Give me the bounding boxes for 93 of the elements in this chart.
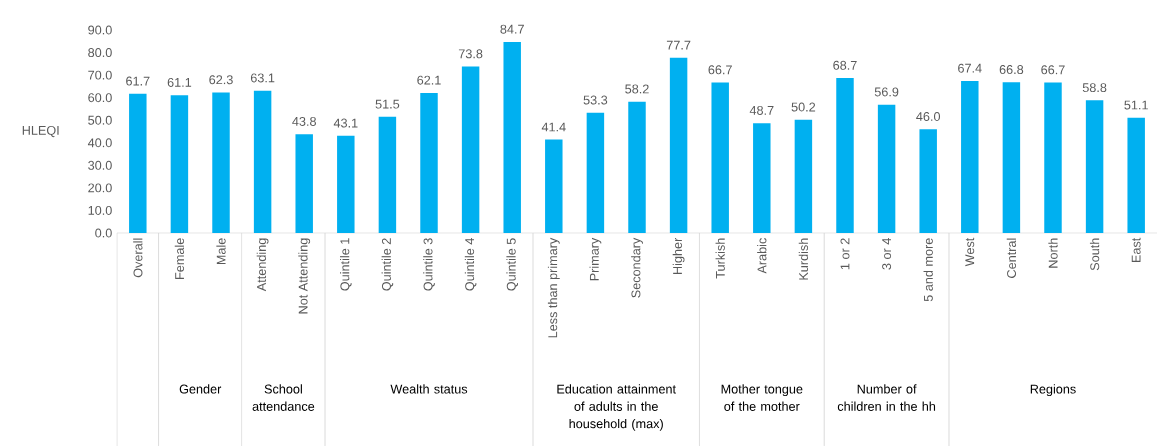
text: Education attainment of adults in the household (max) (557, 384, 676, 431)
y-tick-label: 50.0 (88, 115, 112, 125)
text: School attendance (252, 384, 315, 411)
bar (1044, 82, 1062, 233)
data-label: 58.2 (625, 84, 649, 94)
data-label: 84.7 (500, 24, 524, 34)
x-tick-label: 3 or 4 (882, 238, 892, 270)
x-tick-label: Male (216, 238, 226, 265)
text: Wealth status (390, 384, 468, 394)
data-label: 58.8 (1082, 83, 1107, 93)
bar (753, 123, 771, 233)
y-tick-label: 60.0 (88, 93, 112, 103)
x-tick-label: Central (1006, 238, 1017, 278)
data-label: 43.1 (333, 118, 358, 128)
text: Mother tongue of the mother (721, 384, 803, 411)
data-label: 62.3 (209, 75, 233, 85)
x-tick-label: Arabic (757, 238, 767, 274)
data-label: 43.8 (292, 116, 316, 126)
data-label: 61.1 (167, 77, 192, 87)
x-tick-label: West (965, 237, 975, 267)
data-label: 67.4 (958, 63, 982, 73)
data-label: 46.0 (916, 112, 941, 121)
x-tick-label: Primary (589, 237, 602, 281)
y-tick-label: 80.0 (88, 48, 112, 58)
text: Gender (179, 384, 222, 394)
data-label: 50.2 (791, 102, 816, 112)
text: Number of children in the hh (837, 384, 936, 411)
x-tick-label: Quintile 3 (423, 238, 435, 291)
bar (836, 78, 854, 233)
bar (295, 134, 313, 233)
x-tick-label: Less than primary (547, 237, 560, 338)
x-tick-label: 1 or 2 (840, 238, 850, 270)
data-label: 63.1 (250, 73, 275, 83)
x-tick-label: Overall (133, 238, 143, 278)
x-tick-label: East (1131, 237, 1141, 262)
bar (1002, 82, 1021, 233)
bar (420, 92, 438, 233)
data-label: 51.1 (1124, 100, 1148, 110)
x-tick-label: Attending (256, 238, 269, 292)
x-tick-label: Not Attending (298, 238, 311, 314)
data-label: 61.7 (126, 76, 150, 86)
bar (1085, 100, 1104, 233)
x-tick-label: Higher (672, 237, 685, 274)
data-label: 62.1 (417, 75, 441, 85)
data-label: 66.7 (708, 65, 732, 75)
data-label: 66.8 (999, 65, 1024, 75)
bar (961, 80, 979, 233)
bar (378, 116, 397, 233)
y-axis-title: HLEQI (22, 125, 59, 138)
x-tick-label: Turkish (715, 238, 725, 279)
bar (337, 135, 355, 233)
bar (919, 129, 937, 233)
x-tick-label: Secondary (631, 237, 643, 298)
bar (669, 57, 688, 233)
data-label: 68.7 (833, 60, 857, 70)
x-tick-label: Quintile 5 (506, 238, 518, 291)
data-label: 41.4 (541, 122, 566, 132)
text: Regions (1030, 384, 1076, 397)
bar (170, 95, 189, 233)
bar (545, 139, 563, 233)
x-tick-label: Quintile 2 (381, 238, 394, 291)
data-label: 48.7 (749, 105, 774, 115)
bar (1127, 117, 1145, 233)
y-tick-label: 90.0 (88, 25, 112, 35)
bar (877, 104, 896, 233)
y-tick-label: 20.0 (88, 183, 112, 193)
data-label: 56.9 (874, 87, 899, 97)
bar (628, 101, 646, 233)
bar (129, 93, 147, 233)
bar (253, 90, 272, 233)
bar (212, 92, 230, 233)
x-tick-label: Quintile 4 (464, 238, 477, 291)
data-label: 66.7 (1041, 65, 1065, 75)
data-label: 77.7 (666, 40, 691, 50)
x-tick-label: South (1089, 238, 1100, 271)
x-tick-label: North (1048, 238, 1058, 268)
y-tick-label: 40.0 (87, 138, 112, 148)
y-tick-label: 70.0 (88, 70, 112, 80)
x-tick-label: Female (174, 238, 185, 279)
bar (503, 41, 521, 233)
data-label: 51.5 (375, 99, 400, 109)
bar (711, 82, 729, 233)
x-tick-label: Kurdish (798, 238, 809, 280)
data-label: 53.3 (583, 95, 608, 105)
bar (794, 119, 813, 233)
data-label: 73.8 (458, 49, 483, 59)
bar (586, 112, 605, 233)
y-tick-label: 10.0 (88, 205, 112, 215)
y-tick-label: 30.0 (88, 160, 112, 170)
bar (461, 66, 480, 233)
y-tick-label: 0.0 (95, 228, 112, 238)
x-tick-label: Quintile 1 (340, 238, 352, 291)
x-tick-label: 5 and more (923, 238, 933, 302)
